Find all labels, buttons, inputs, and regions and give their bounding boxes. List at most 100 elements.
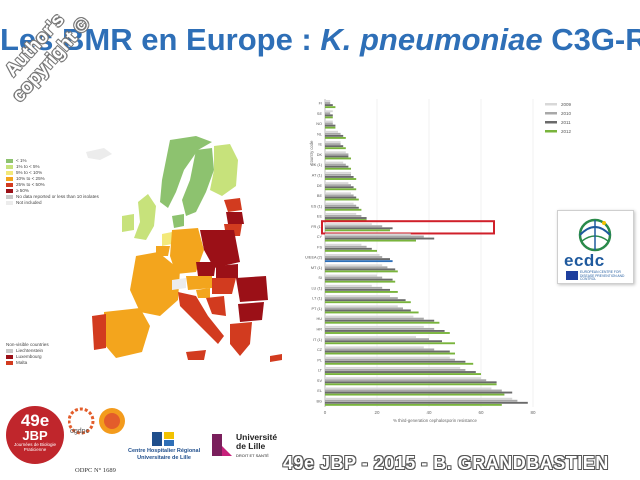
map-latvia: [226, 212, 244, 224]
title-italic: K. pneumoniae: [320, 22, 543, 57]
legend-swatch: [6, 171, 13, 175]
jbp-number: 49e: [20, 411, 50, 430]
bar: [325, 270, 398, 273]
legend-item: 5% to < 10%: [6, 170, 99, 176]
bar: [325, 393, 505, 396]
univ-line1: Université: [236, 432, 278, 442]
bar: [325, 165, 349, 168]
legend-swatch: [6, 159, 13, 163]
map-hungary: [212, 278, 236, 294]
category-label: PT (1): [312, 307, 323, 311]
legend-swatch: [6, 189, 13, 193]
nonvisible-label: Malta: [16, 360, 28, 365]
bar: [325, 325, 424, 328]
bar: [325, 188, 357, 191]
bar: [325, 360, 466, 363]
category-label: MT (1): [311, 266, 323, 270]
bar: [325, 233, 411, 236]
bar: [325, 225, 383, 228]
odpc-number: ODPC N° 1689: [75, 467, 116, 474]
title-suffix: C3G-R: [542, 22, 640, 57]
bar: [325, 243, 362, 246]
map-legend: < 1% 1% to < 5% 5% to < 10% 10% to < 25% 25%…: [6, 158, 99, 206]
map-sweden: [182, 148, 214, 216]
eu-flag-icon: [566, 271, 578, 280]
map-norway: [160, 136, 212, 208]
jbp-label: JBP: [22, 428, 48, 443]
bar: [325, 249, 377, 252]
bar: [325, 342, 455, 345]
bar: [325, 219, 367, 222]
bar: [325, 366, 461, 369]
category-label: BG: [317, 399, 323, 403]
univ-lille-label: Université de Lille DROIT ET SANTÉ: [236, 433, 277, 460]
bar: [325, 235, 424, 238]
category-label: EU/EEA (2): [305, 256, 323, 260]
nonvisible-item: Malta: [6, 360, 49, 366]
bar: [325, 227, 393, 230]
nonvisible-swatch: [6, 349, 13, 353]
legend-label: Not included: [16, 200, 42, 205]
nonvisible-item: Luxembourg: [6, 354, 49, 360]
bar: [325, 100, 331, 102]
chart-legend-swatch: [545, 103, 557, 106]
bar: [325, 206, 359, 209]
nonvisible-label: Luxembourg: [16, 354, 42, 359]
legend-item: ≥ 50%: [6, 188, 99, 194]
legend-label: 10% to < 25%: [16, 176, 45, 181]
bar: [325, 290, 398, 293]
bar: [325, 383, 497, 386]
map-czech: [196, 262, 216, 276]
resistance-bar-chart: 0 20 40 60 80 FI SE NO NL IE DK UK (1) AT (1) DE BE ES …: [305, 99, 572, 423]
chart-legend-swatch: [545, 112, 557, 115]
legend-label: No data reported or less than 10 isolate…: [16, 194, 99, 199]
legend-swatch: [6, 195, 13, 199]
bar: [325, 278, 393, 281]
bar: [325, 178, 357, 180]
map-iceland: [86, 148, 112, 160]
bar: [325, 208, 362, 211]
bar: [325, 106, 336, 109]
bar: [325, 212, 357, 215]
bar: [325, 317, 424, 320]
legend-item: Not included: [6, 200, 99, 206]
bar: [325, 280, 396, 283]
map-austria: [186, 276, 212, 290]
category-label: DE: [317, 184, 323, 188]
bar: [325, 315, 414, 318]
bar: [325, 112, 331, 115]
bar: [325, 143, 341, 146]
y-axis-label: Country code: [309, 140, 314, 166]
bar: [325, 204, 357, 207]
category-label: HR: [317, 328, 323, 332]
bar: [325, 401, 528, 404]
bar: [325, 307, 403, 310]
bar: [325, 268, 396, 271]
nonvisible-swatch: [6, 361, 13, 365]
highlight-box: [321, 220, 495, 235]
bar: [325, 346, 424, 349]
bar: [325, 132, 341, 135]
bar: [325, 332, 450, 334]
bar: [325, 256, 383, 258]
jbp-subtitle: Journées de Biologie Praticienne: [13, 442, 57, 452]
title-prefix: Les BMR en Europe :: [0, 22, 321, 57]
chart-legend-swatch: [545, 130, 557, 133]
bar: [325, 352, 455, 355]
category-label: FS: [317, 245, 322, 249]
legend-label: 1% to < 5%: [16, 164, 40, 169]
category-label: UK (1): [311, 163, 323, 167]
univ-line2: de Lille: [236, 441, 266, 451]
category-label: LT: [318, 369, 323, 373]
bar: [325, 399, 518, 402]
bar: [325, 258, 390, 261]
category-label: AT (1): [312, 174, 323, 178]
bar: [325, 198, 359, 201]
bar: [325, 182, 349, 185]
map-cyprus: [270, 354, 282, 362]
category-label: IE: [318, 143, 322, 147]
category-label: LT (1): [312, 297, 323, 301]
legend-swatch: [6, 177, 13, 181]
bar: [325, 362, 474, 365]
bar: [325, 311, 419, 314]
